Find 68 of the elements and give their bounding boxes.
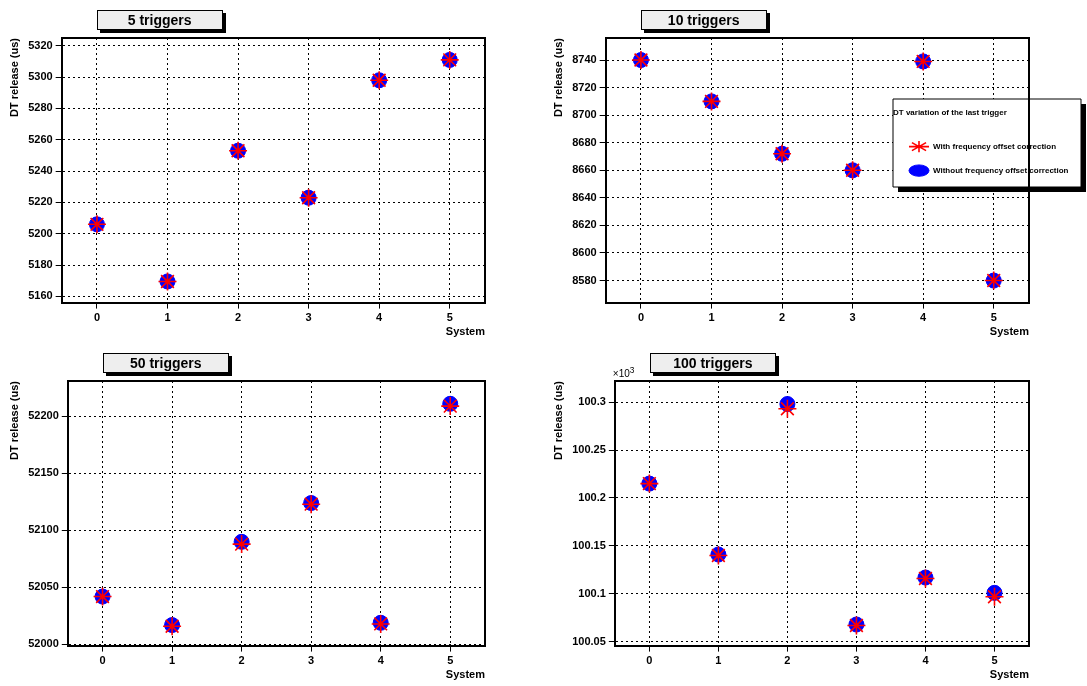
- y-tick-label: 5280: [28, 101, 53, 114]
- x-tick-label: 2: [784, 654, 791, 667]
- x-tick-label: 5: [990, 311, 997, 324]
- x-tick-label: 4: [376, 311, 384, 324]
- y-tick-label: 8640: [572, 190, 597, 203]
- y-axis-title: DT release (us): [7, 380, 20, 460]
- y-tick-label: 8660: [572, 163, 597, 176]
- y-tick-label: 8740: [572, 53, 597, 66]
- x-tick-label: 1: [708, 311, 715, 324]
- x-tick-label: 4: [920, 311, 928, 324]
- x-tick-label: 4: [922, 654, 930, 667]
- x-tick-label: 5: [447, 654, 454, 667]
- y-tick-label: 8680: [572, 135, 597, 148]
- y-tick-label: 100.2: [578, 490, 606, 503]
- y-tick-label: 100.05: [572, 634, 606, 647]
- x-tick-label: 3: [305, 311, 312, 324]
- chart-title: 50 triggers: [102, 353, 229, 373]
- y-tick-label: 8600: [572, 246, 597, 259]
- y-tick-label: 52050: [28, 580, 59, 593]
- x-tick-label: 3: [853, 654, 860, 667]
- y-tick-label: 5300: [28, 70, 53, 83]
- x-axis-title: System: [989, 325, 1030, 338]
- x-tick-label: 3: [308, 654, 315, 667]
- y-tick-label: 8720: [572, 80, 597, 93]
- x-tick-label: 0: [637, 311, 645, 324]
- x-tick-label: 2: [235, 311, 242, 324]
- chart-title: 10 triggers: [640, 10, 767, 30]
- x-tick-label: 5: [446, 311, 453, 324]
- x-tick-label: 1: [715, 654, 722, 667]
- y-tick-label: 8620: [572, 218, 597, 231]
- y-tick-label: 52000: [28, 637, 59, 650]
- y-tick-label: 8580: [572, 273, 597, 286]
- y-axis-title: DT release (us): [551, 380, 564, 460]
- y-tick-label: 52200: [28, 409, 59, 422]
- x-tick-label: 4: [377, 654, 385, 667]
- y-tick-label: 5220: [28, 195, 53, 208]
- x-tick-label: 2: [238, 654, 245, 667]
- y-tick-label: 100.3: [578, 395, 606, 408]
- y-tick-label: 52150: [28, 466, 59, 479]
- y-tick-label: 52100: [28, 523, 59, 536]
- legend-title: DT variation of the last trigger: [893, 108, 1007, 118]
- x-tick-label: 3: [849, 311, 856, 324]
- x-tick-label: 1: [164, 311, 171, 324]
- y-tick-label: 5200: [28, 226, 53, 239]
- y-tick-label: 5320: [28, 38, 53, 51]
- y-tick-label: 100.25: [572, 443, 606, 456]
- x-axis-title: System: [445, 325, 486, 338]
- x-tick-label: 1: [169, 654, 176, 667]
- y-tick-label: 5260: [28, 132, 53, 145]
- y-axis-title: DT release (us): [7, 37, 20, 117]
- chart-title: 5 triggers: [96, 10, 223, 30]
- y-tick-label: 8700: [572, 108, 597, 121]
- x-tick-label: 0: [99, 654, 106, 667]
- text: ×10$^{3}$: [612, 365, 635, 380]
- x-axis-title: System: [445, 668, 486, 681]
- legend-label: Without frequency offset correction: [933, 165, 1069, 175]
- x-tick-label: 5: [991, 654, 998, 667]
- y-tick-label: 100.15: [572, 538, 606, 551]
- y-tick-label: 5160: [28, 289, 53, 302]
- y-tick-label: 5180: [28, 258, 53, 271]
- x-tick-label: 2: [779, 311, 786, 324]
- y-tick-label: 5240: [28, 164, 53, 177]
- x-tick-label: 0: [646, 654, 653, 667]
- chart-title: 100 triggers: [649, 353, 776, 373]
- x-tick-label: 0: [93, 311, 101, 324]
- y-tick-label: 100.1: [578, 586, 606, 599]
- y-axis-title: DT release (us): [551, 37, 564, 117]
- x-axis-title: System: [989, 668, 1030, 681]
